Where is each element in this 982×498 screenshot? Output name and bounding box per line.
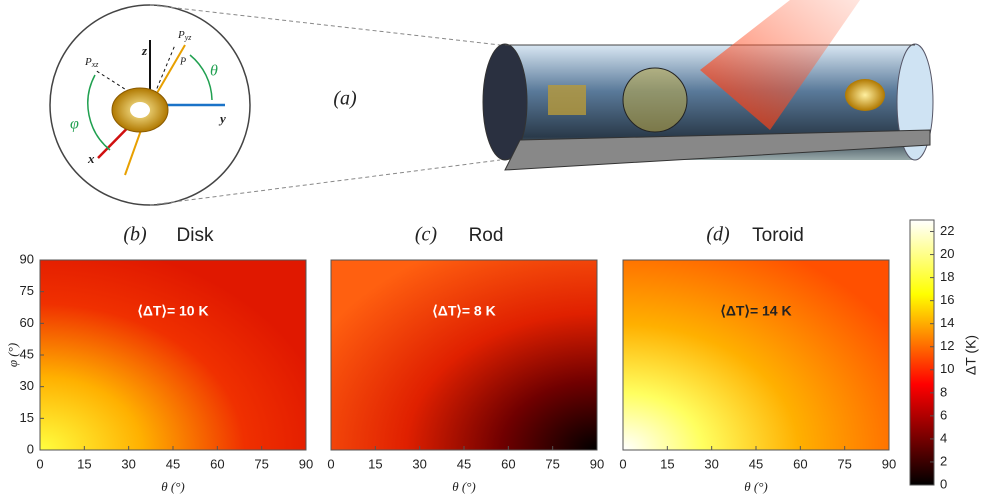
y-tick-label: 45 [20, 346, 34, 361]
angle-label: φ [70, 116, 79, 133]
vector-label: Pyz [177, 29, 192, 42]
x-tick-label: 90 [590, 456, 604, 471]
x-tick-label: 30 [121, 456, 135, 471]
panel-title: Disk [177, 225, 214, 246]
colorbar-tick-label: 8 [940, 384, 947, 399]
x-tick-label: 0 [327, 456, 334, 471]
x-tick-label: 0 [619, 456, 626, 471]
y-tick-label: 60 [20, 315, 34, 330]
heatmap [622, 259, 890, 451]
x-tick-label: 75 [545, 456, 559, 471]
x-tick-label: 60 [793, 456, 807, 471]
x-tick-label: 45 [457, 456, 471, 471]
x-axis-label: θ (°) [161, 479, 185, 494]
colorbar-tick-label: 20 [940, 246, 954, 261]
y-tick-label: 90 [20, 251, 34, 266]
panel-title: Rod [469, 225, 504, 246]
x-tick-label: 90 [299, 456, 313, 471]
colorbar-tick-label: 12 [940, 338, 954, 353]
panel-label: (b) [123, 224, 147, 246]
axis-label: z [141, 43, 148, 58]
panel-title: Toroid [752, 225, 804, 246]
vector-label: P [179, 56, 186, 67]
axis-label: y [218, 111, 226, 126]
heatmap [39, 259, 307, 451]
colorbar-tick-label: 4 [940, 430, 947, 445]
heatmap [330, 259, 598, 451]
annotation: ⟨ΔT⟩= 14 K [720, 303, 791, 319]
x-tick-label: 15 [77, 456, 91, 471]
colorbar-tick-label: 0 [940, 476, 947, 491]
x-tick-label: 30 [412, 456, 426, 471]
tube [482, 0, 934, 171]
colorbar-tick-label: 16 [940, 292, 954, 307]
x-tick-label: 0 [36, 456, 43, 471]
vector-label: Pxz [84, 56, 99, 69]
x-tick-label: 30 [704, 456, 718, 471]
x-tick-label: 75 [254, 456, 268, 471]
panel-label: (d) [706, 224, 730, 246]
colorbar-tick-label: 14 [940, 315, 954, 330]
colorbar-tick-label: 2 [940, 453, 947, 468]
x-tick-label: 60 [501, 456, 515, 471]
x-tick-label: 15 [368, 456, 382, 471]
angle-label: θ [210, 63, 218, 80]
colorbar [909, 219, 935, 486]
y-tick-label: 30 [20, 378, 34, 393]
colorbar-tick-label: 18 [940, 269, 954, 284]
annotation: ⟨ΔT⟩= 10 K [137, 303, 208, 319]
colorbar-label: ΔT (K) [963, 335, 979, 375]
y-axis-label: φ (°) [5, 343, 20, 367]
x-tick-label: 60 [210, 456, 224, 471]
colorbar-tick-label: 22 [940, 223, 954, 238]
y-tick-label: 0 [27, 441, 34, 456]
x-tick-label: 15 [660, 456, 674, 471]
y-tick-label: 15 [20, 410, 34, 425]
axis-label: x [87, 151, 95, 166]
x-axis-label: θ (°) [744, 479, 768, 494]
x-tick-label: 90 [882, 456, 896, 471]
panel-label: (c) [415, 224, 438, 246]
colorbar-tick-label: 10 [940, 361, 954, 376]
x-axis-label: θ (°) [452, 479, 476, 494]
inset-diagram: z y x θ φ P Pxz Pyz [49, 4, 501, 206]
colorbar-tick-label: 6 [940, 407, 947, 422]
panel-label: (a) [333, 88, 357, 110]
annotation: ⟨ΔT⟩= 8 K [432, 303, 495, 319]
x-tick-label: 75 [837, 456, 851, 471]
x-tick-label: 45 [166, 456, 180, 471]
x-tick-label: 45 [749, 456, 763, 471]
y-tick-label: 75 [20, 283, 34, 298]
